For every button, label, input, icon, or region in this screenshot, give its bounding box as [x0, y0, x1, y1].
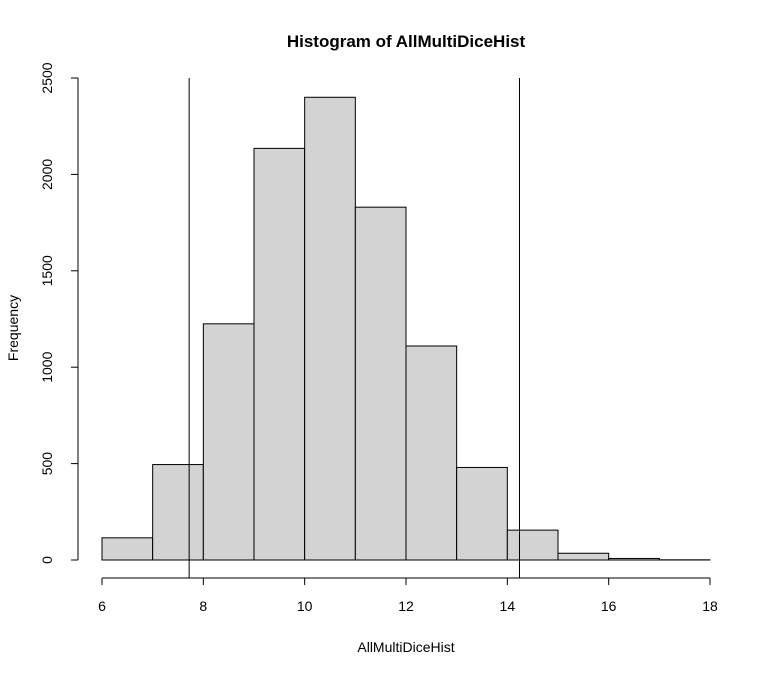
histogram-bar-4 [304, 96, 356, 561]
chart-title: Histogram of AllMultiDiceHist [287, 32, 526, 51]
x-axis: 6 8 10 12 14 16 18 [98, 577, 718, 614]
y-tick-label-2500: 2500 [39, 62, 55, 93]
histogram-bar-9 [557, 552, 610, 561]
y-tick-label-1000: 1000 [39, 351, 55, 382]
x-tick-label-18: 18 [702, 598, 718, 614]
x-tick-label-12: 12 [398, 598, 414, 614]
x-axis-label: AllMultiDiceHist [357, 639, 454, 655]
x-tick-label-16: 16 [601, 598, 617, 614]
histogram-bar-2 [202, 323, 255, 561]
x-tick-label-14: 14 [500, 598, 516, 614]
histogram-bar-7 [456, 466, 508, 561]
y-tick-label-1500: 1500 [39, 255, 55, 286]
histogram-bar-3 [253, 147, 306, 561]
y-axis: 0 500 1000 1500 2000 2500 [39, 62, 79, 564]
x-tick-label-6: 6 [98, 598, 106, 614]
y-tick-label-0: 0 [39, 556, 55, 564]
y-axis-label: Frequency [5, 295, 21, 361]
histogram-bar-6 [405, 345, 458, 561]
reference-lines-group [188, 78, 520, 578]
y-tick-label-2000: 2000 [39, 159, 55, 190]
histogram-bar-5 [354, 206, 407, 561]
histogram-bar-0 [101, 537, 154, 561]
x-tick-label-10: 10 [297, 598, 313, 614]
histogram-bar-8 [506, 529, 559, 561]
y-tick-label-500: 500 [39, 452, 55, 476]
x-tick-label-8: 8 [199, 598, 207, 614]
histogram-bar-1 [152, 464, 204, 561]
histogram-bar-10 [608, 557, 660, 561]
bars-group [101, 96, 711, 561]
